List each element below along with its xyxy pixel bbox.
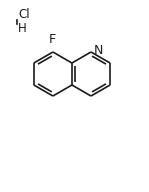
Text: H: H bbox=[18, 22, 27, 36]
Text: F: F bbox=[48, 33, 55, 46]
Text: N: N bbox=[94, 45, 103, 57]
Text: Cl: Cl bbox=[18, 7, 30, 21]
